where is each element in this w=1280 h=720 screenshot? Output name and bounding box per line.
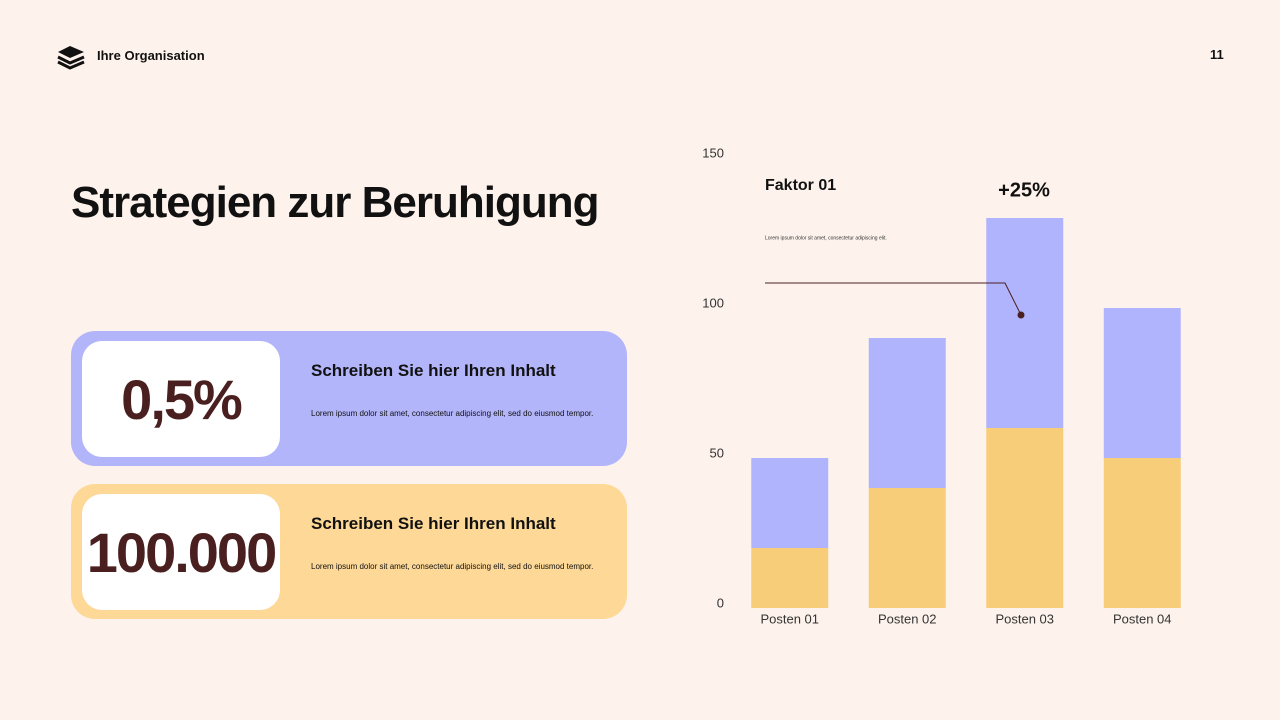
annotation-dot [1017,311,1025,319]
x-tick-label: Posten 03 [995,611,1054,626]
bar-segment [868,488,946,608]
y-tick-label: 50 [710,445,724,460]
y-tick-label: 100 [702,295,724,310]
bar-segment [751,548,829,608]
x-tick-label: Posten 01 [760,611,819,626]
bar-segment [1103,308,1181,458]
stat-figure: 0,5% [82,341,280,457]
stat-card: 100.000 Schreiben Sie hier Ihren Inhalt … [71,484,627,619]
y-tick-label: 0 [717,595,724,610]
annotation-line [765,282,1022,316]
stat-card: 0,5% Schreiben Sie hier Ihren Inhalt Lor… [71,331,627,466]
bar-segment [986,218,1064,428]
organisation: Ihre Organisation [97,48,205,63]
bar-segment [868,338,946,488]
title: Strategien zur Beruhigung [71,178,599,227]
bar-segment [1103,458,1181,608]
page-number: 11 [1210,47,1224,62]
bar-segment [986,428,1064,608]
logo-icon [57,46,85,70]
x-tick-label: Posten 04 [1113,611,1172,626]
annotation-heading: Faktor 01 [765,177,836,194]
card-heading: Schreiben Sie hier Ihren Inhalt [311,514,556,533]
card-heading: Schreiben Sie hier Ihren Inhalt [311,361,556,380]
y-tick-label: 150 [702,145,724,160]
card-text: Lorem ipsum dolor sit amet, consectetur … [311,409,594,418]
annotation-text: Lorem ipsum dolor sit amet, consectetur … [765,235,887,241]
annotation-change: +25% [998,179,1050,201]
x-tick-label: Posten 02 [878,611,937,626]
stat-figure: 100.000 [82,494,280,610]
bar-segment [751,458,829,548]
card-text: Lorem ipsum dolor sit amet, consectetur … [311,562,594,571]
